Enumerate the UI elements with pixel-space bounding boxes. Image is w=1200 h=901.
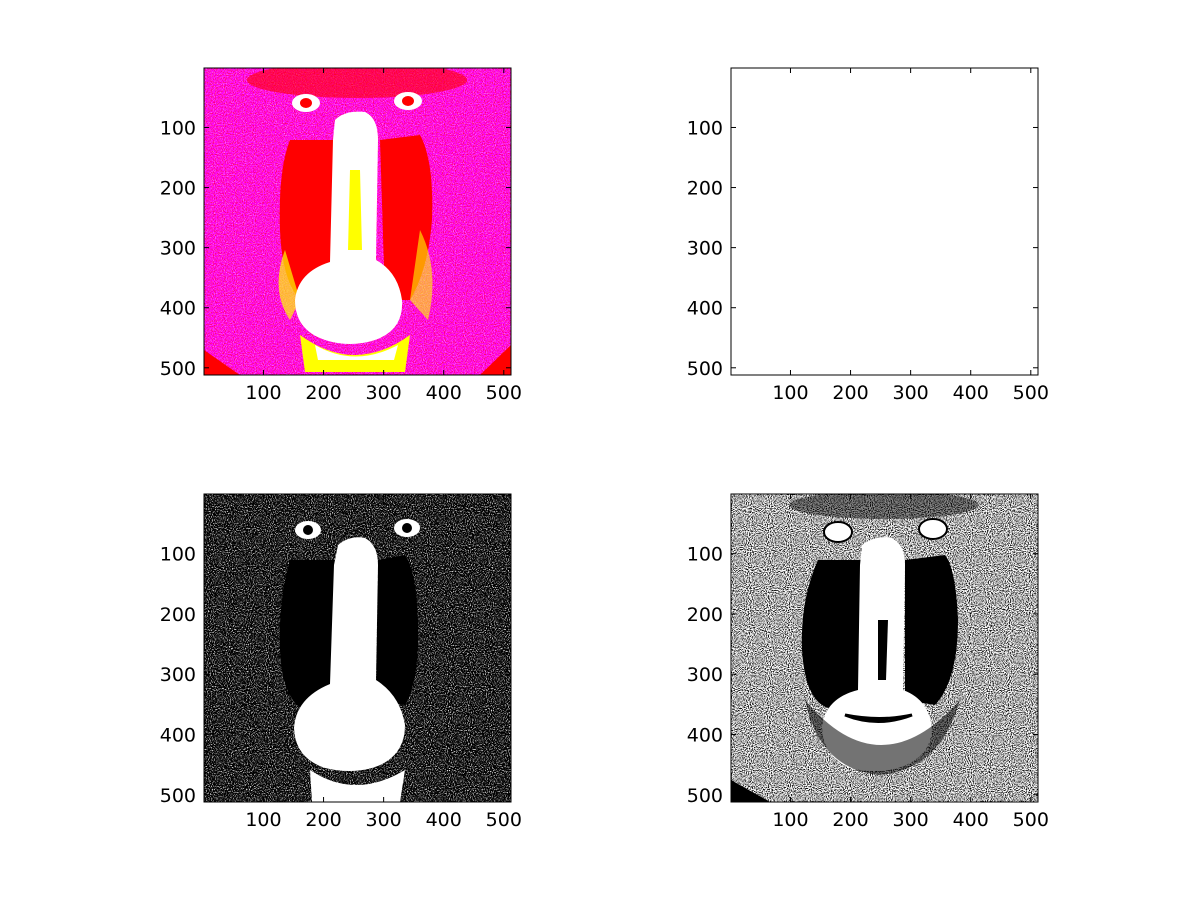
x-tick-label: 200 — [305, 809, 341, 831]
x-tick-label: 500 — [486, 809, 522, 831]
y-tick-label: 300 — [160, 664, 196, 686]
y-tick-label: 300 — [687, 238, 723, 260]
x-tick-label: 300 — [893, 382, 929, 404]
image-top-right — [731, 68, 1038, 375]
x-tick-label: 200 — [832, 809, 868, 831]
x-tick-label: 200 — [305, 382, 341, 404]
axes-top-right: 100 200 300 400 500 100 200 300 400 500 — [687, 67, 1049, 404]
y-tick-label: 100 — [687, 117, 723, 139]
x-tick-label: 400 — [953, 382, 989, 404]
axes-frame-top-left — [203, 67, 512, 376]
x-tick-label: 500 — [486, 382, 522, 404]
y-tick-label: 200 — [160, 178, 196, 200]
image-bottom-left — [204, 494, 511, 802]
y-tick-label: 400 — [160, 298, 196, 320]
y-tick-label: 400 — [160, 724, 196, 746]
y-tick-label: 300 — [687, 664, 723, 686]
x-tick-label: 100 — [245, 809, 281, 831]
axes-frame-bottom-left — [203, 493, 512, 803]
axes-frame-top-right — [730, 67, 1039, 376]
axes-bottom-right: 100 200 300 400 500 100 200 300 400 500 — [687, 493, 1049, 831]
x-tick-label: 100 — [245, 382, 281, 404]
y-tick-label: 500 — [687, 358, 723, 380]
y-tick-label: 100 — [687, 544, 723, 566]
y-tick-label: 200 — [687, 178, 723, 200]
x-tick-label: 200 — [832, 382, 868, 404]
x-tick-label: 300 — [366, 382, 402, 404]
y-tick-label: 200 — [687, 604, 723, 626]
x-tick-label: 100 — [772, 809, 808, 831]
y-tick-label: 100 — [160, 544, 196, 566]
x-tick-label: 300 — [366, 809, 402, 831]
y-tick-label: 400 — [687, 298, 723, 320]
y-tick-label: 200 — [160, 604, 196, 626]
y-tick-label: 500 — [160, 358, 196, 380]
axes-frame-bottom-right — [730, 493, 1039, 803]
y-tick-label: 500 — [687, 785, 723, 807]
x-tick-label: 300 — [893, 809, 929, 831]
x-tick-label: 500 — [1013, 382, 1049, 404]
x-tick-label: 400 — [426, 809, 462, 831]
axes-top-left: 100 200 300 400 500 100 200 300 400 500 — [160, 67, 522, 404]
y-tick-label: 300 — [160, 238, 196, 260]
y-tick-label: 400 — [687, 724, 723, 746]
y-tick-label: 500 — [160, 785, 196, 807]
image-bottom-right — [731, 494, 1038, 802]
axes-bottom-left: 100 200 300 400 500 100 200 300 400 500 — [160, 493, 522, 831]
x-tick-label: 400 — [426, 382, 462, 404]
x-tick-label: 400 — [953, 809, 989, 831]
y-tick-label: 100 — [160, 117, 196, 139]
x-tick-label: 500 — [1013, 809, 1049, 831]
x-tick-label: 100 — [772, 382, 808, 404]
image-top-left — [204, 68, 511, 375]
